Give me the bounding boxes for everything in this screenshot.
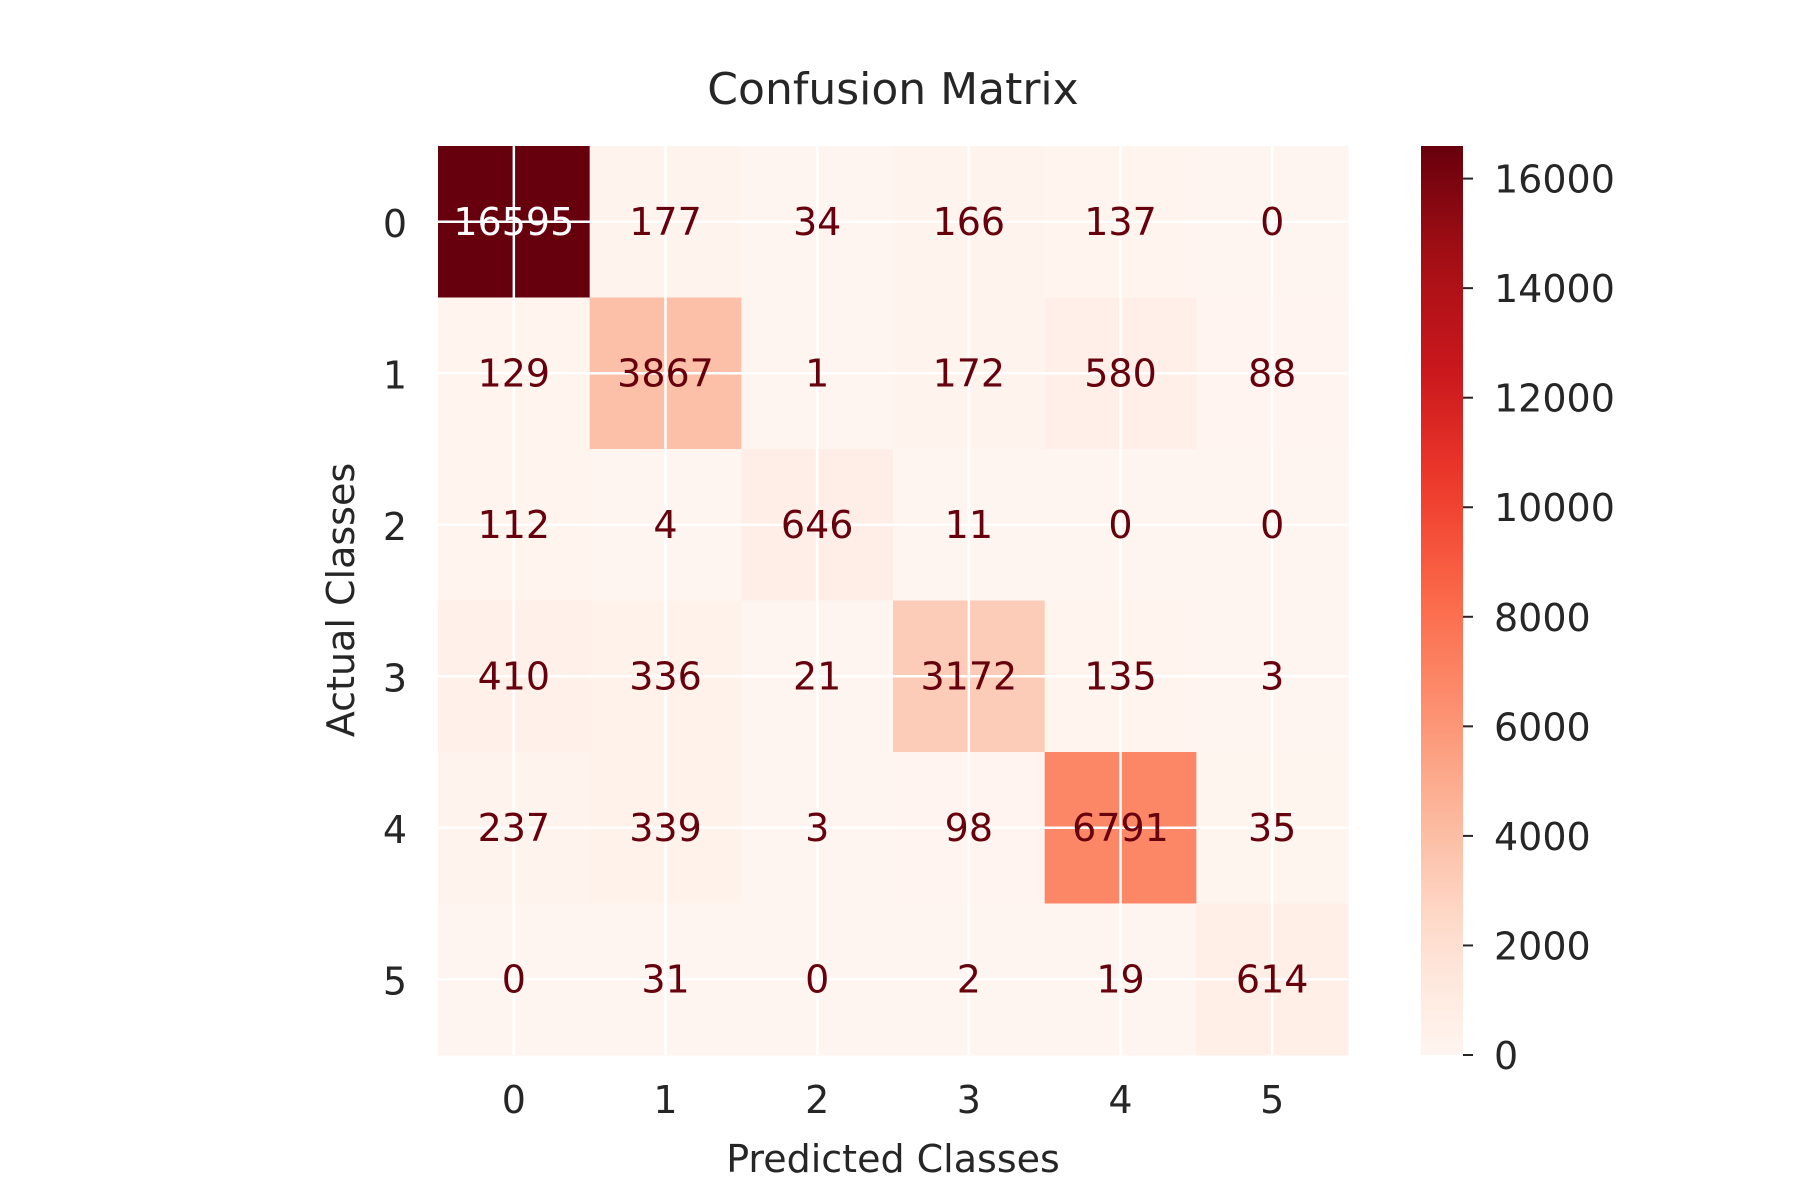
y-tick-label: 0 xyxy=(383,202,407,246)
colorbar-tick-label: 10000 xyxy=(1494,486,1615,530)
cell-value-label: 3867 xyxy=(617,351,714,395)
cell-value-label: 0 xyxy=(1260,503,1284,547)
cell-value-label: 6791 xyxy=(1072,806,1169,850)
cell-value-label: 172 xyxy=(933,351,1006,395)
chart-title: Confusion Matrix xyxy=(707,64,1078,115)
x-tick-label: 3 xyxy=(957,1078,981,1122)
cell-value-label: 0 xyxy=(502,957,526,1001)
colorbar-tick-label: 14000 xyxy=(1494,267,1615,311)
colorbar-tick-label: 12000 xyxy=(1494,377,1615,421)
cell-value-label: 35 xyxy=(1248,806,1296,850)
cell-value-label: 166 xyxy=(933,200,1006,244)
cell-value-label: 410 xyxy=(478,654,551,698)
x-tick-label: 5 xyxy=(1260,1078,1284,1122)
cell-value-label: 1 xyxy=(805,351,829,395)
y-axis-ticks: 0 1 2 3 4 5 xyxy=(383,202,407,1004)
cell-value-label: 135 xyxy=(1084,654,1157,698)
cell-value-label: 0 xyxy=(1260,200,1284,244)
colorbar-tick-label: 0 xyxy=(1494,1034,1518,1078)
cell-value-label: 4 xyxy=(653,503,677,547)
cell-value-label: 129 xyxy=(478,351,551,395)
cell-value-label: 3 xyxy=(805,806,829,850)
cell-value-label: 177 xyxy=(629,200,702,244)
colorbar-tick-label: 6000 xyxy=(1494,705,1591,749)
cell-value-label: 3 xyxy=(1260,654,1284,698)
cell-value-label: 21 xyxy=(793,654,841,698)
cell-value-label: 0 xyxy=(805,957,829,1001)
cell-value-label: 112 xyxy=(478,503,551,547)
heatmap-cells xyxy=(438,146,1349,1056)
x-tick-label: 4 xyxy=(1108,1078,1132,1122)
y-axis-label: Actual Classes xyxy=(319,463,363,737)
y-tick-label: 3 xyxy=(383,656,407,700)
y-tick-label: 5 xyxy=(383,959,407,1003)
cell-value-label: 614 xyxy=(1236,957,1309,1001)
x-axis-ticks: 0 1 2 3 4 5 xyxy=(502,1078,1285,1122)
cell-value-label: 646 xyxy=(781,503,854,547)
cell-value-label: 2 xyxy=(957,957,981,1001)
y-tick-label: 1 xyxy=(383,353,407,397)
x-tick-label: 1 xyxy=(653,1078,677,1122)
heatmap-gridlines xyxy=(438,146,1348,1055)
cell-value-label: 137 xyxy=(1084,200,1157,244)
colorbar-ticks: 0 2000 4000 6000 8000 10000 12000 14000 16000 xyxy=(1463,158,1615,1078)
cell-value-label: 339 xyxy=(629,806,702,850)
x-tick-label: 2 xyxy=(805,1078,829,1122)
cell-value-label: 34 xyxy=(793,200,841,244)
cell-value-label: 31 xyxy=(641,957,689,1001)
x-tick-label: 0 xyxy=(502,1078,526,1122)
cell-value-label: 11 xyxy=(945,503,993,547)
cell-value-label: 0 xyxy=(1108,503,1132,547)
cell-value-label: 98 xyxy=(945,806,993,850)
x-axis-label: Predicted Classes xyxy=(726,1137,1060,1181)
colorbar-tick-label: 4000 xyxy=(1494,815,1591,859)
cell-value-label: 88 xyxy=(1248,351,1296,395)
colorbar-tick-label: 8000 xyxy=(1494,596,1591,640)
colorbar xyxy=(1421,146,1463,1055)
cell-value-label: 19 xyxy=(1096,957,1144,1001)
colorbar-tick-label: 2000 xyxy=(1494,924,1591,968)
cell-value-label: 336 xyxy=(629,654,702,698)
cell-value-label: 16595 xyxy=(453,200,574,244)
cell-value-label: 580 xyxy=(1084,351,1157,395)
y-tick-label: 2 xyxy=(383,505,407,549)
colorbar-tick-label: 16000 xyxy=(1494,158,1615,202)
y-tick-label: 4 xyxy=(383,808,407,852)
cell-value-label: 3172 xyxy=(920,654,1017,698)
cell-value-label: 237 xyxy=(478,806,551,850)
